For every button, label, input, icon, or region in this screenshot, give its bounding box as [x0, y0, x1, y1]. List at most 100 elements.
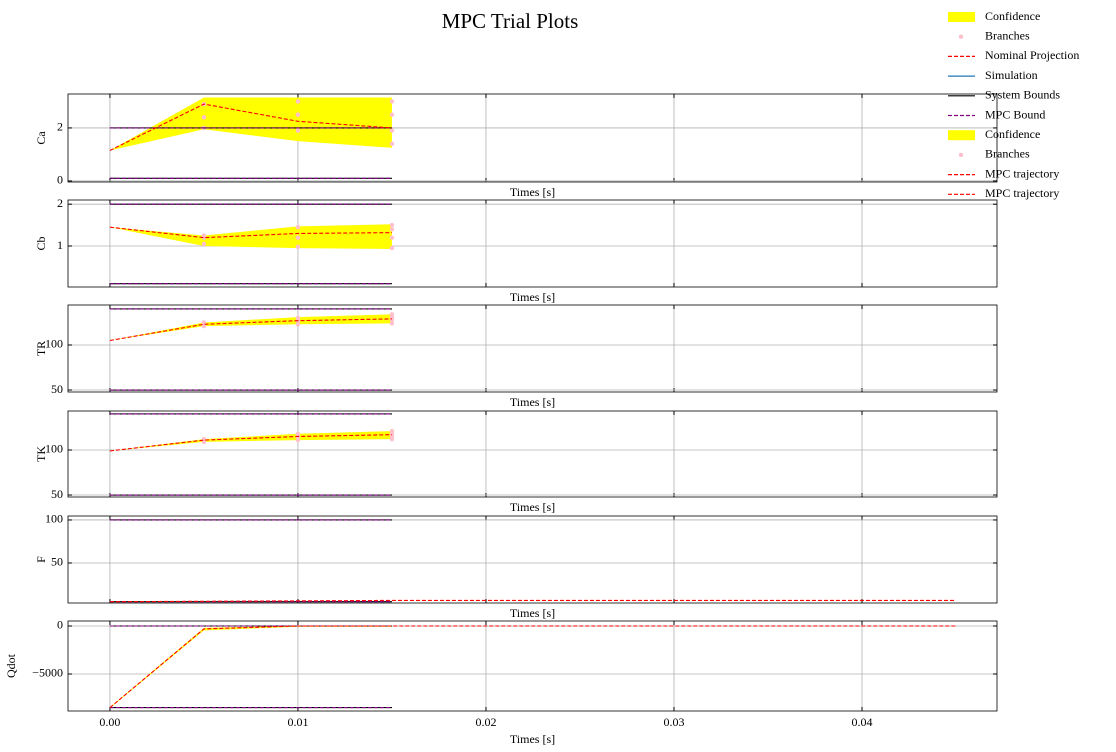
y-tick-label: 2 [57, 120, 63, 134]
y-tick-label: −5000 [32, 666, 63, 680]
series-line [109, 599, 957, 603]
legend-handle [958, 152, 964, 158]
plot-area [109, 97, 395, 179]
branch-point [389, 141, 395, 147]
series-line [109, 318, 392, 342]
legend-label: System Bounds [985, 88, 1060, 102]
subplot: 0.00 0.01 0.02 0.03 0.04 −5000 0 Qdot Times [s] [4, 618, 998, 746]
legend: Confidence Branches Nominal Projection Simu… [948, 9, 1079, 200]
plot-area [109, 203, 395, 285]
branch-point [295, 437, 301, 443]
branch-point [389, 99, 395, 104]
confidence-band [109, 97, 392, 151]
branch-point [201, 115, 207, 120]
legend-label: Simulation [985, 68, 1038, 82]
x-axis-label: Times [s] [510, 732, 555, 746]
confidence-band [109, 224, 392, 249]
axes-frame [67, 515, 998, 604]
y-tick-label: 100 [45, 337, 63, 351]
confidence-band [109, 625, 392, 709]
y-tick-label: 100 [45, 442, 63, 456]
axes-frame [67, 199, 998, 288]
branch-point [389, 128, 395, 133]
series-line [109, 103, 392, 151]
y-tick-label: 50 [51, 382, 63, 396]
x-tick-label: 0.03 [663, 715, 684, 729]
y-axis-label: TK [34, 446, 48, 462]
legend-handle [948, 130, 975, 141]
axes-frame [67, 93, 998, 183]
legend-label: Confidence [985, 9, 1040, 23]
branch-point [295, 224, 301, 230]
confidence-band [109, 314, 392, 341]
y-tick-label: 50 [51, 487, 63, 501]
y-axis-label: Ca [34, 131, 48, 145]
branch-point [389, 321, 395, 326]
subplot: 50 100 F Times [s] [34, 512, 998, 620]
branch-point [295, 99, 301, 104]
branch-point [201, 241, 207, 247]
x-tick-label: 0.04 [852, 715, 873, 729]
branch-point [389, 235, 395, 240]
legend-label: MPC trajectory [985, 166, 1059, 180]
series-line [109, 625, 957, 709]
legend-label: MPC trajectory [985, 186, 1059, 200]
x-tick-label: 0.00 [99, 715, 120, 729]
branch-point [389, 112, 395, 117]
plot-area [109, 308, 395, 391]
x-axis-label: Times [s] [510, 606, 555, 620]
branch-point [295, 235, 301, 240]
legend-label: Confidence [985, 127, 1040, 141]
axes-frame [67, 410, 998, 498]
subplot: 1 2 Cb Times [s] [34, 196, 998, 304]
series-line [109, 226, 392, 239]
y-axis-label: Qdot [4, 653, 18, 678]
branch-point [295, 315, 301, 321]
branch-point [295, 322, 301, 327]
x-axis-label: Times [s] [510, 395, 555, 409]
branch-point [295, 431, 301, 436]
plot-area [109, 413, 395, 496]
x-tick-label: 0.01 [287, 715, 308, 729]
legend-label: Branches [985, 28, 1030, 42]
y-tick-label: 50 [51, 555, 63, 569]
x-axis-label: Times [s] [510, 500, 555, 514]
y-tick-label: 2 [57, 196, 63, 210]
y-tick-label: 0 [57, 173, 63, 187]
y-axis-label: F [34, 556, 48, 563]
legend-label: MPC Bound [985, 107, 1045, 121]
legend-handle [948, 12, 975, 22]
x-tick-label: 0.02 [475, 715, 496, 729]
figure-title: MPC Trial Plots [442, 9, 579, 33]
branch-point [295, 244, 301, 250]
y-tick-label: 100 [45, 512, 63, 526]
branch-point [389, 428, 395, 434]
confidence-band [109, 431, 392, 451]
branch-point [201, 233, 207, 238]
legend-label: Branches [985, 147, 1030, 161]
legend-handle [958, 34, 964, 39]
y-axis-label: Cb [34, 236, 48, 250]
x-axis-label: Times [s] [510, 185, 555, 199]
y-tick-label: 1 [57, 238, 63, 252]
branch-point [389, 312, 395, 317]
plot-area [109, 519, 957, 603]
legend-label: Nominal Projection [985, 48, 1079, 62]
series-line [109, 434, 392, 452]
axes-frame [67, 304, 998, 393]
axes-frame [67, 620, 998, 712]
branch-point [389, 222, 395, 228]
subplot: 0 2 Ca Times [s] [34, 93, 998, 199]
branch-point [389, 245, 395, 251]
branch-point [389, 227, 395, 232]
plot-area [109, 625, 957, 709]
branch-point [201, 320, 207, 325]
y-tick-label: 0 [57, 618, 63, 632]
branch-point [295, 112, 301, 117]
y-axis-label: TR [34, 341, 48, 356]
branch-point [295, 128, 301, 133]
x-axis-label: Times [s] [510, 290, 555, 304]
